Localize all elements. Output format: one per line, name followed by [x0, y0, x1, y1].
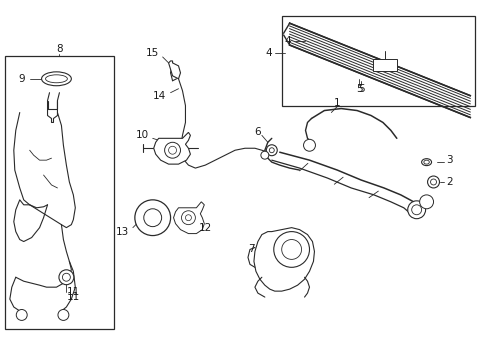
Polygon shape: [153, 132, 190, 164]
Text: 15: 15: [145, 48, 158, 58]
Text: 14: 14: [152, 91, 165, 101]
Circle shape: [266, 145, 277, 156]
Text: 9: 9: [19, 74, 25, 84]
Text: 6: 6: [254, 127, 261, 138]
Text: 3: 3: [446, 155, 452, 165]
Text: 4: 4: [284, 36, 290, 46]
Bar: [372, 59, 396, 71]
Ellipse shape: [421, 159, 431, 166]
Text: 11: 11: [66, 287, 80, 297]
Circle shape: [303, 139, 315, 151]
Text: 11: 11: [66, 292, 80, 302]
Circle shape: [281, 239, 301, 260]
Circle shape: [411, 205, 421, 215]
Circle shape: [168, 146, 176, 154]
Circle shape: [58, 310, 69, 320]
Circle shape: [419, 195, 433, 209]
Polygon shape: [173, 202, 204, 234]
Circle shape: [260, 151, 268, 159]
Circle shape: [16, 310, 27, 320]
Ellipse shape: [41, 72, 71, 86]
Text: 13: 13: [116, 226, 129, 237]
Circle shape: [273, 231, 309, 267]
Bar: [5, 56, 114, 329]
Circle shape: [429, 179, 436, 185]
Circle shape: [143, 209, 162, 227]
Circle shape: [59, 270, 74, 285]
Ellipse shape: [45, 75, 67, 83]
Polygon shape: [253, 228, 314, 291]
Text: 12: 12: [198, 222, 211, 233]
Text: 5: 5: [355, 84, 362, 94]
Text: 7: 7: [248, 244, 254, 255]
Circle shape: [407, 201, 425, 219]
Circle shape: [427, 176, 439, 188]
Ellipse shape: [423, 160, 428, 164]
Text: 4: 4: [264, 48, 271, 58]
Circle shape: [164, 142, 180, 158]
Text: 5: 5: [357, 84, 364, 94]
Circle shape: [185, 215, 191, 221]
Polygon shape: [168, 61, 180, 79]
Text: 10: 10: [135, 130, 148, 140]
Circle shape: [269, 148, 274, 153]
Text: 8: 8: [56, 44, 62, 54]
Bar: [281, 16, 474, 105]
Text: 2: 2: [446, 177, 452, 187]
Circle shape: [135, 200, 170, 235]
Text: 1: 1: [333, 98, 340, 108]
Circle shape: [181, 211, 195, 225]
Circle shape: [62, 273, 70, 281]
